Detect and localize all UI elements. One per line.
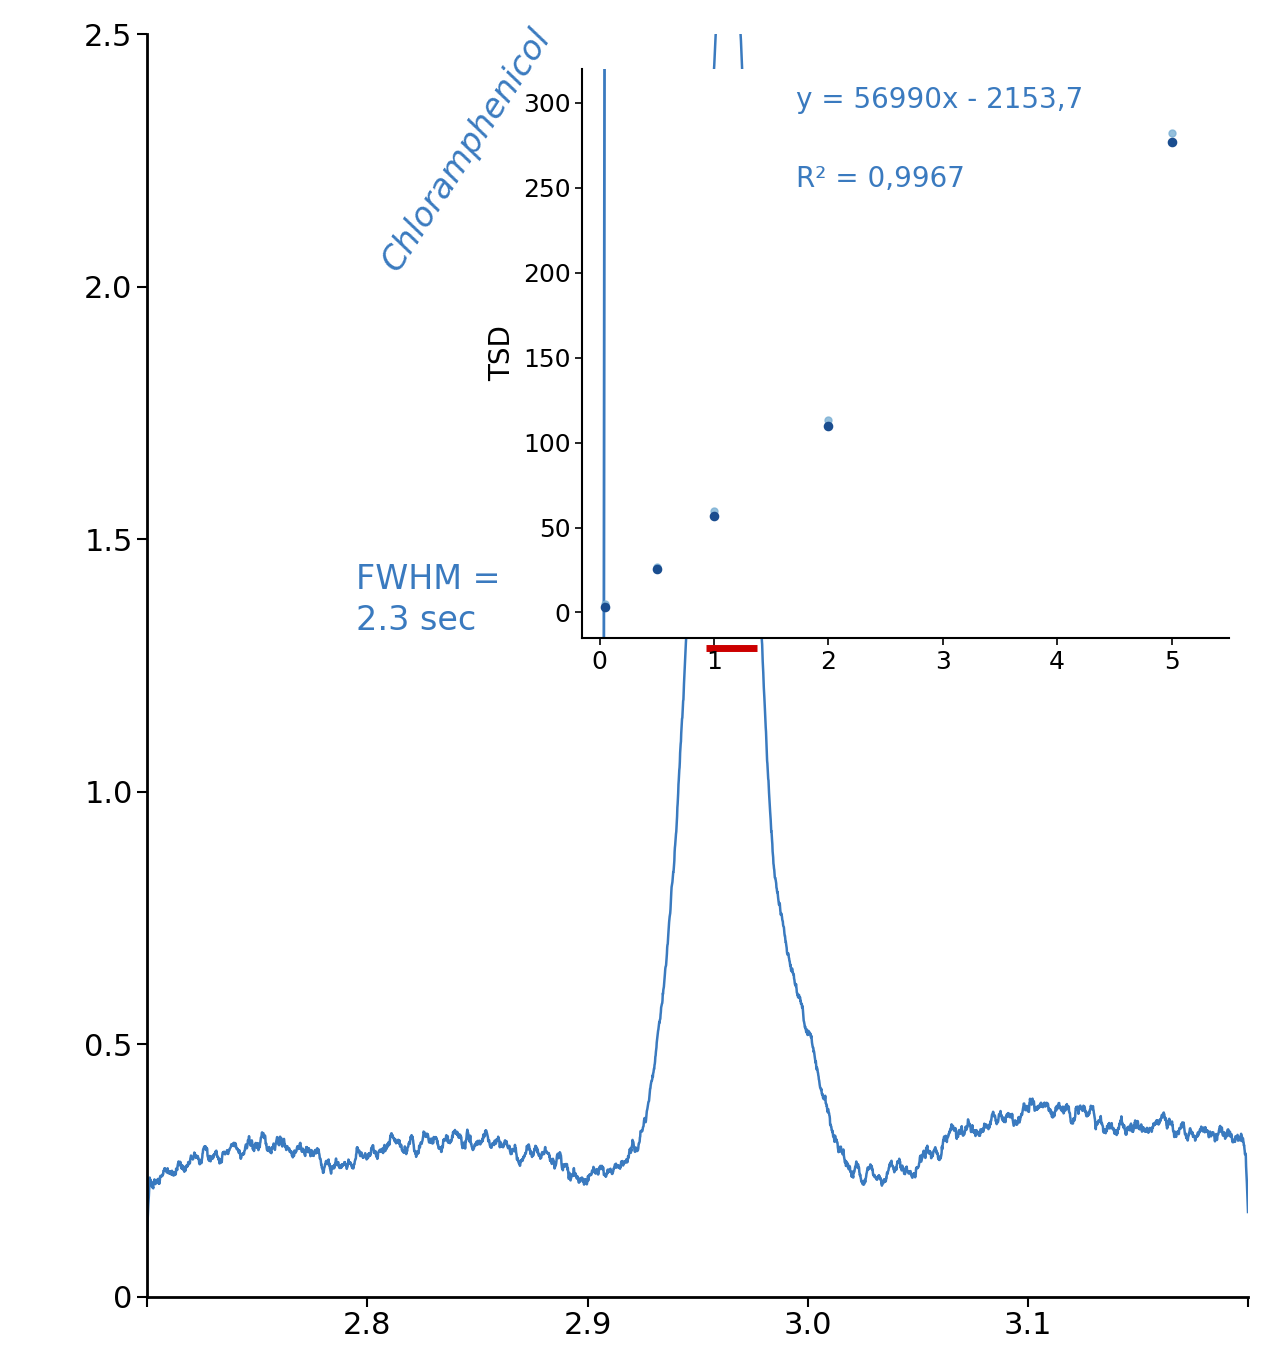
Y-axis label: TSD: TSD xyxy=(488,325,516,381)
Point xyxy=(646,556,667,578)
Point xyxy=(818,414,838,436)
Point xyxy=(704,505,724,527)
Point xyxy=(704,499,724,521)
Point xyxy=(595,593,616,615)
Point xyxy=(595,595,616,617)
Text: Chloramphenicol: Chloramphenicol xyxy=(376,22,557,277)
Point xyxy=(818,409,838,431)
Text: FWHM =
2.3 sec: FWHM = 2.3 sec xyxy=(356,563,500,637)
Text: R² = 0,9967: R² = 0,9967 xyxy=(796,166,965,193)
Text: y = 56990x - 2153,7: y = 56990x - 2153,7 xyxy=(796,85,1083,114)
Point xyxy=(1161,130,1181,152)
Point xyxy=(1161,122,1181,144)
Point xyxy=(646,558,667,580)
